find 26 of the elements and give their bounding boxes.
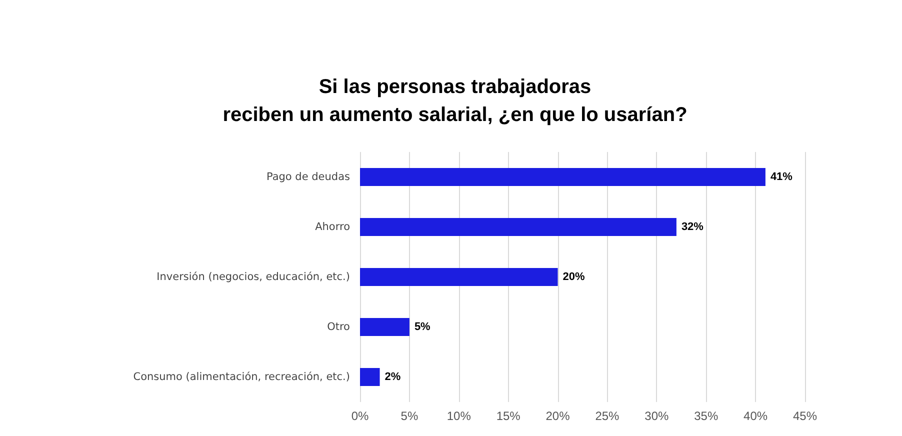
x-tick-label: 20% — [546, 409, 570, 423]
chart-title: Si las personas trabajadoras reciben un aumento salarial, ¿en que lo usarían? — [222, 76, 688, 126]
bar — [360, 268, 558, 286]
x-tick-label: 10% — [446, 409, 472, 423]
x-tick-label: 30% — [644, 409, 669, 423]
data-label: 20% — [562, 271, 586, 283]
bar — [360, 318, 410, 336]
data-label: 2% — [384, 371, 401, 383]
bar — [360, 168, 766, 186]
x-tick-label: 40% — [744, 409, 768, 423]
x-tick-label: 25% — [595, 409, 620, 423]
x-tick-label: 45% — [792, 409, 818, 423]
x-tick-label: 0% — [351, 409, 369, 423]
y-tick-label: Pago de deudas — [266, 171, 350, 183]
data-label: 5% — [414, 321, 431, 333]
x-tick-label: 5% — [400, 409, 418, 423]
data-label: 41% — [770, 171, 793, 183]
x-tick-label: 35% — [694, 409, 718, 423]
y-tick-label: Ahorro — [315, 221, 350, 233]
y-tick-label: Inversión (negocios, educación, etc.) — [156, 271, 350, 283]
y-tick-label: Otro — [327, 321, 350, 333]
bar — [360, 218, 676, 236]
data-label: 32% — [681, 221, 704, 233]
x-tick-label: 15% — [496, 409, 521, 423]
y-tick-label: Consumo (alimentación, recreación, etc.) — [133, 371, 350, 383]
bar — [360, 368, 380, 386]
